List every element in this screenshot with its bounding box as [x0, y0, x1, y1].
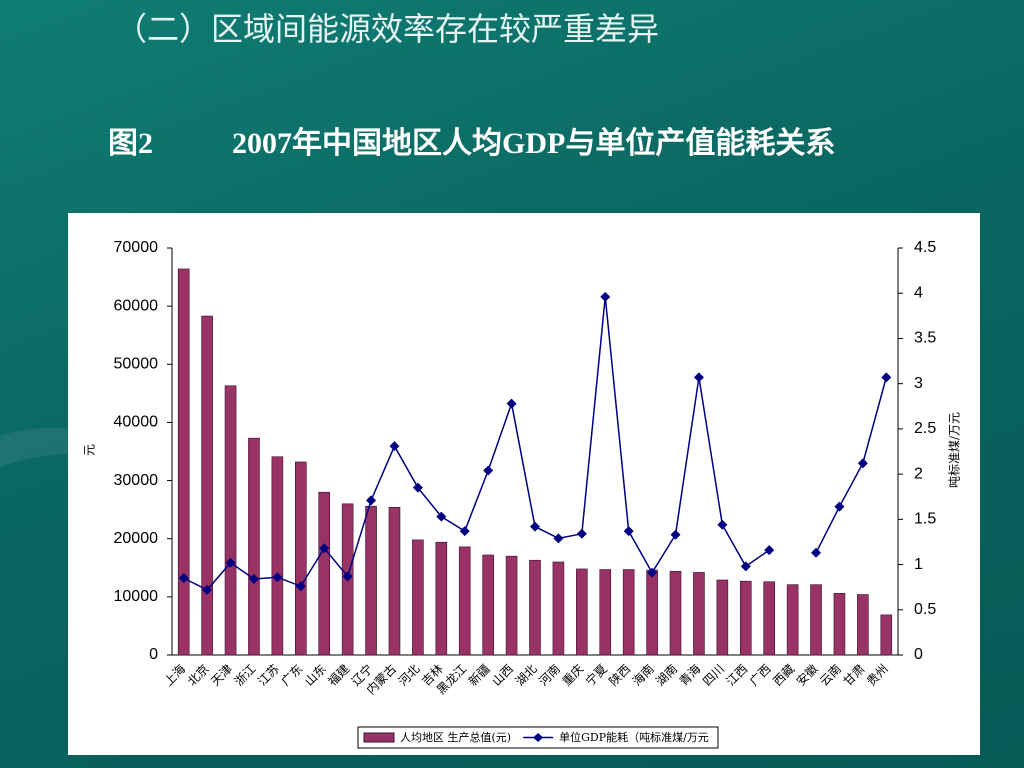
marker — [811, 547, 822, 558]
marker — [506, 398, 517, 409]
marker — [764, 545, 775, 556]
bar — [599, 569, 612, 656]
marker — [834, 501, 845, 512]
y-tick-label: 0 — [149, 646, 158, 663]
bar — [739, 580, 752, 656]
y2-tick-label: 2 — [914, 465, 923, 482]
y-tick-label: 20000 — [114, 530, 159, 547]
marker — [881, 372, 892, 383]
slide-heading: （二）区域间能源效率存在较严重差异 — [115, 10, 660, 48]
legend-swatch — [363, 732, 395, 743]
bar — [763, 581, 775, 656]
bar — [458, 546, 471, 656]
bar — [576, 568, 588, 656]
bar — [318, 491, 331, 656]
marker — [530, 521, 540, 532]
legend-label: 人均地区 生产总值(元) — [400, 730, 511, 744]
y2-tick-label: 0 — [914, 646, 923, 663]
figure-number: 图2 — [108, 127, 153, 160]
bar — [880, 614, 893, 656]
bar — [810, 584, 822, 656]
marker — [295, 581, 306, 592]
bar — [669, 570, 682, 656]
bar — [271, 456, 284, 656]
y2-tick-label: 2.5 — [914, 420, 936, 437]
marker — [647, 567, 658, 578]
bar — [224, 385, 237, 656]
marker — [717, 519, 728, 530]
chart-title: 2007年中国地区人均GDP与单位产值能耗关系 — [232, 127, 836, 160]
marker — [670, 529, 681, 540]
marker — [225, 557, 236, 568]
marker — [342, 571, 353, 582]
bar — [248, 437, 260, 656]
y-tick-label: 30000 — [114, 472, 159, 489]
bar — [177, 268, 190, 656]
marker — [459, 526, 470, 537]
marker — [248, 574, 259, 585]
marker — [272, 572, 283, 583]
marker — [389, 441, 400, 452]
marker — [319, 543, 330, 554]
legend-swatch — [533, 733, 544, 742]
marker — [600, 291, 611, 302]
y2-tick-label: 4 — [914, 284, 923, 301]
y-tick-label: 70000 — [114, 239, 159, 256]
y-tick-label: 60000 — [114, 297, 159, 314]
marker — [553, 533, 564, 544]
bar — [833, 593, 846, 656]
bar — [552, 561, 565, 656]
bar — [365, 505, 377, 656]
y2-tick-label: 0.5 — [914, 601, 936, 618]
bar — [388, 507, 401, 656]
bar — [505, 555, 518, 656]
marker — [202, 584, 213, 595]
y-axis-label: 元 — [83, 444, 97, 456]
legend-label: 单位GDP能耗（吨标准煤/万元 — [559, 730, 709, 744]
bar — [857, 594, 869, 656]
chart-area — [68, 213, 980, 755]
y2-tick-label: 1.5 — [914, 511, 936, 528]
y-tick-label: 10000 — [114, 588, 159, 605]
bar — [786, 584, 799, 656]
marker — [693, 372, 704, 383]
y2-tick-label: 3 — [914, 375, 923, 392]
bar — [412, 539, 424, 656]
line — [183, 296, 888, 591]
marker — [623, 526, 634, 537]
bar — [716, 579, 729, 656]
marker — [178, 573, 189, 584]
marker — [483, 465, 494, 476]
y2-tick-label: 3.5 — [914, 330, 936, 347]
marker — [366, 495, 377, 506]
marker — [576, 528, 587, 539]
marker — [436, 511, 447, 522]
marker — [740, 561, 751, 572]
marker — [857, 458, 868, 469]
bar — [529, 559, 541, 656]
bar — [201, 315, 213, 656]
bar — [295, 461, 307, 656]
y2-tick-label: 4.5 — [914, 239, 936, 256]
y-tick-label: 50000 — [114, 356, 159, 373]
bar — [646, 569, 658, 656]
y2-axis-label: 吨标准煤/万元 — [948, 412, 962, 488]
bar — [622, 569, 635, 656]
bar — [482, 554, 494, 656]
bar — [435, 541, 448, 656]
y-tick-label: 40000 — [114, 414, 159, 431]
marker — [412, 482, 423, 493]
bar — [693, 572, 705, 656]
y2-tick-label: 1 — [914, 556, 923, 573]
